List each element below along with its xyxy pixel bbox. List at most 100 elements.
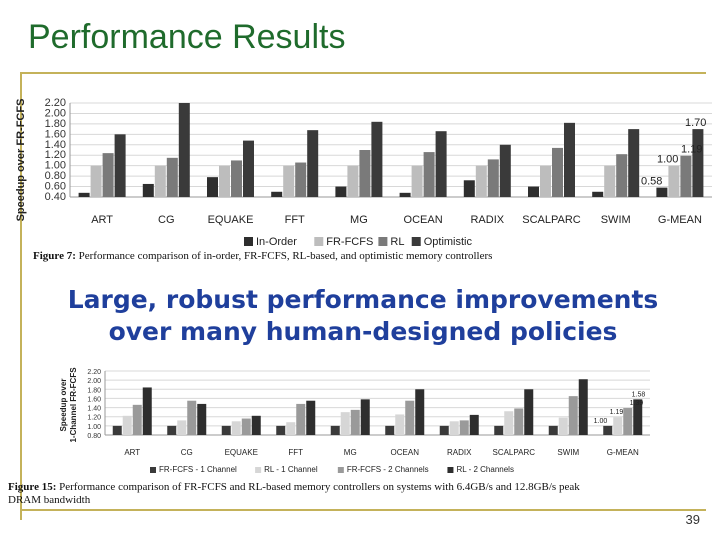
y-tick-label: 2.20	[87, 369, 101, 376]
bar-optimistic	[499, 144, 511, 197]
data-label: 1.39	[630, 400, 644, 407]
x-tick-label: ART	[124, 448, 140, 457]
headline-line-1: Large, robust performance improvements	[67, 285, 659, 314]
x-tick-label: SCALPARC	[492, 448, 535, 457]
data-label: 1.00	[657, 154, 678, 166]
bar-in-order	[78, 192, 90, 197]
bar-rl-2-channels	[197, 403, 207, 435]
left-rule	[20, 72, 22, 520]
bar-rl-2-channels	[360, 399, 370, 435]
bar-fr-fcfs	[283, 165, 295, 197]
data-label: 1.00	[594, 418, 608, 425]
bar-fr-fcfs-1-channel	[221, 425, 231, 435]
bar-in-order	[399, 192, 411, 197]
legend-label: In-Order	[256, 236, 297, 248]
bar-optimistic	[114, 134, 126, 197]
x-tick-label: EQUAKE	[225, 448, 258, 457]
x-tick-label: RADIX	[470, 214, 504, 226]
x-tick-label: G-MEAN	[607, 448, 639, 457]
y-tick-label: 0.60	[45, 181, 66, 193]
bar-in-order	[271, 191, 283, 197]
x-tick-label: CG	[181, 448, 193, 457]
bar-fr-fcfs	[90, 165, 102, 197]
data-label: 0.58	[641, 176, 662, 188]
bar-fr-fcfs-1-channel	[385, 425, 395, 435]
x-tick-label: G-MEAN	[658, 214, 702, 226]
bar-rl-2-channels	[415, 389, 425, 435]
bar-optimistic	[564, 122, 575, 197]
figure-15-caption: Figure 15: Performance comparison of FR-…	[8, 481, 718, 507]
bar-optimistic	[692, 129, 704, 197]
bar-fr-fcfs-2-channels	[568, 396, 578, 435]
bar-fr-fcfs-2-channels	[132, 404, 142, 435]
bar-fr-fcfs-2-channels	[623, 408, 633, 435]
y-tick-label: 2.00	[87, 378, 101, 385]
data-label: 1.19	[681, 144, 702, 156]
bar-rl	[552, 147, 563, 197]
x-tick-label: ART	[91, 214, 113, 226]
legend-swatch	[244, 237, 253, 246]
bar-in-order	[592, 191, 604, 197]
y-tick-label: 0.40	[45, 191, 66, 203]
x-tick-label: MG	[350, 214, 368, 226]
y-axis-label: Speedup over FR-FCFS	[15, 99, 27, 222]
bar-fr-fcfs-1-channel	[548, 425, 558, 435]
legend-label: RL	[390, 236, 404, 248]
bar-fr-fcfs	[475, 165, 487, 197]
figure-15-label: Figure 15:	[8, 481, 57, 493]
bar-fr-fcfs-2-channels	[459, 420, 469, 435]
bar-fr-fcfs-1-channel	[276, 425, 286, 435]
y-tick-label: 1.80	[45, 118, 66, 130]
legend-swatch	[150, 467, 156, 473]
bar-rl-1-channel	[177, 420, 187, 435]
figure-7-text: Performance comparison of in-order, FR-F…	[78, 250, 493, 262]
bar-fr-fcfs-2-channels	[187, 400, 197, 435]
bar-optimistic	[307, 130, 319, 197]
x-tick-label: CG	[158, 214, 175, 226]
bar-rl-1-channel	[613, 417, 623, 435]
slide-title: Performance Results	[28, 18, 346, 56]
bar-rl-1-channel	[340, 412, 350, 435]
bar-fr-fcfs-1-channel	[167, 425, 177, 435]
chart-1: 2.202.001.801.601.401.201.000.800.600.40…	[15, 97, 712, 248]
bar-rl-2-channels	[142, 387, 152, 435]
x-tick-label: SCALPARC	[522, 214, 581, 226]
bar-fr-fcfs	[411, 165, 423, 197]
y-tick-label: 1.00	[87, 424, 101, 431]
bar-optimistic	[628, 129, 640, 197]
bar-rl-1-channel	[449, 421, 459, 435]
figure-7-caption: Figure 7: Performance comparison of in-o…	[33, 250, 492, 262]
bar-rl-1-channel	[395, 414, 405, 435]
bar-rl	[231, 160, 242, 197]
bar-rl-2-channels	[578, 379, 588, 435]
y-tick-label: 1.20	[87, 415, 101, 422]
bar-rl	[166, 157, 178, 197]
y-tick-label: 1.60	[87, 396, 101, 403]
data-label: 1.58	[632, 391, 646, 398]
x-tick-label: SWIM	[557, 448, 579, 457]
legend-swatch	[378, 237, 388, 246]
bar-in-order	[335, 186, 347, 197]
x-tick-label: OCEAN	[404, 214, 443, 226]
bar-rl-2-channels	[251, 415, 261, 435]
x-tick-label: RADIX	[447, 448, 472, 457]
bar-rl-1-channel	[231, 421, 241, 435]
bar-fr-fcfs-2-channels	[350, 409, 360, 435]
bar-rl-2-channels	[306, 400, 316, 435]
top-rule	[20, 72, 706, 74]
figure-15-line-2: DRAM bandwidth	[8, 494, 91, 506]
x-tick-label: FFT	[288, 448, 303, 457]
page-number: 39	[685, 512, 700, 527]
y-axis-label-line-2: 1-Channel FR-FCFS	[69, 367, 78, 443]
legend-swatch	[314, 237, 324, 246]
bar-optimistic	[178, 103, 190, 197]
bar-fr-fcfs-2-channels	[514, 408, 524, 435]
bar-fr-fcfs	[540, 165, 551, 197]
y-tick-label: 1.00	[45, 160, 66, 172]
y-tick-label: 1.40	[87, 406, 101, 413]
bar-fr-fcfs	[668, 165, 680, 197]
bar-fr-fcfs-2-channels	[296, 403, 306, 435]
bar-rl-2-channels	[469, 414, 479, 435]
bar-fr-fcfs-1-channel	[330, 425, 340, 435]
